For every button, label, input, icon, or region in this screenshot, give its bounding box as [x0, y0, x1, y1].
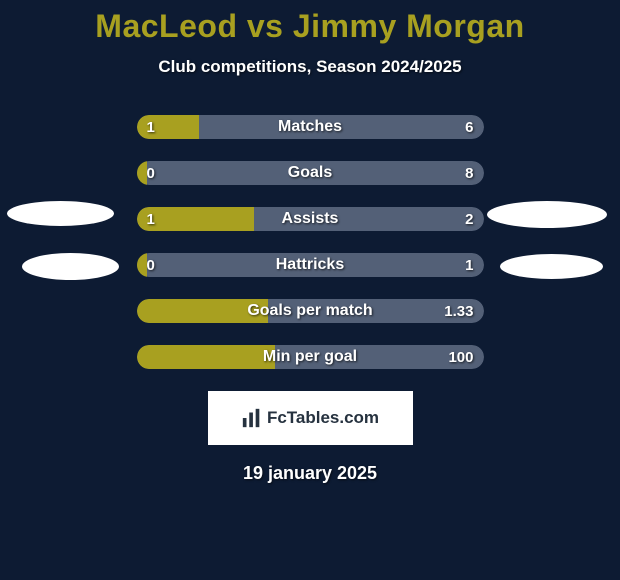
logo-text: FcTables.com	[267, 408, 379, 428]
stats-list: 16Matches 08Goals 12Assists 01Hattricks 1.33…	[137, 115, 484, 369]
chart-icon	[241, 407, 263, 429]
stat-row: 12Assists	[137, 207, 484, 231]
stat-label: Hattricks	[137, 253, 484, 277]
comparison-infographic: MacLeod vs Jimmy Morgan Club competition…	[0, 0, 620, 580]
stat-row: 100Min per goal	[137, 345, 484, 369]
fctables-logo: FcTables.com	[208, 391, 413, 445]
stat-label: Matches	[137, 115, 484, 139]
decorative-ellipse	[487, 201, 607, 228]
subtitle: Club competitions, Season 2024/2025	[0, 57, 620, 77]
decorative-ellipse	[7, 201, 114, 226]
stat-label: Min per goal	[137, 345, 484, 369]
stat-label: Goals	[137, 161, 484, 185]
page-title: MacLeod vs Jimmy Morgan	[0, 0, 620, 45]
stat-row: 1.33Goals per match	[137, 299, 484, 323]
stat-row: 01Hattricks	[137, 253, 484, 277]
stat-row: 08Goals	[137, 161, 484, 185]
date-text: 19 january 2025	[0, 463, 620, 484]
stat-label: Assists	[137, 207, 484, 231]
stat-label: Goals per match	[137, 299, 484, 323]
stat-row: 16Matches	[137, 115, 484, 139]
decorative-ellipse	[500, 254, 603, 279]
decorative-ellipse	[22, 253, 119, 280]
